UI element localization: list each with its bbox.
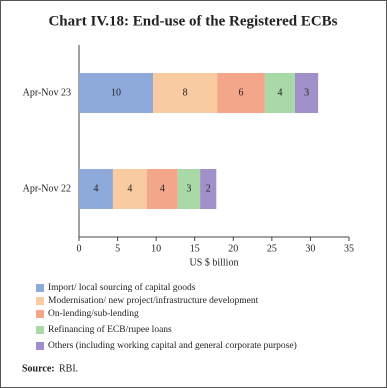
value-label: 8 [183, 87, 188, 98]
value-label: 4 [127, 183, 132, 194]
x-tick-label: 35 [344, 243, 354, 254]
bar-segment [264, 73, 295, 113]
value-label: 10 [111, 87, 121, 98]
bar-segment [295, 73, 319, 113]
bar-segment [112, 169, 147, 209]
value-label: 6 [239, 87, 244, 98]
legend-swatch [36, 342, 44, 350]
x-tick-label: 15 [190, 243, 200, 254]
value-label: 2 [206, 183, 211, 194]
y-tick-label: Apr-Nov 23 [23, 87, 71, 98]
bar-segment [146, 169, 178, 209]
legend-swatch [36, 310, 44, 318]
x-tick-label: 20 [228, 243, 238, 254]
bar-segment [200, 169, 217, 209]
legend-label: Others (including working capital and ge… [48, 340, 297, 351]
legend-swatch [36, 326, 44, 334]
legend-swatch [36, 284, 44, 292]
bar-segment [153, 73, 218, 113]
x-axis-label: US $ billion [190, 257, 239, 268]
value-label: 4 [277, 87, 282, 98]
legend-label: On-lending/sub-lending [48, 309, 139, 319]
x-tick-label: 30 [305, 243, 315, 254]
bar-segment [177, 169, 201, 209]
source: RBI. [59, 363, 78, 374]
bar-segment [79, 73, 154, 113]
source-label: Source: [22, 363, 55, 374]
bar-segment [79, 169, 113, 209]
legend-swatch [36, 297, 44, 305]
y-tick-label: Apr-Nov 22 [23, 183, 71, 194]
chart-title: Chart IV.18: End-use of the Registered E… [48, 13, 337, 29]
legend-label: Modernisation/ new project/infrastructur… [48, 295, 259, 306]
x-tick-label: 10 [151, 243, 161, 254]
value-label: 3 [304, 87, 309, 98]
legend-label: Refinancing of ECB/rupee loans [48, 324, 172, 335]
value-label: 3 [186, 183, 191, 194]
value-label: 4 [160, 183, 165, 194]
value-label: 4 [93, 183, 98, 194]
bar-segment [217, 73, 265, 113]
x-tick-label: 0 [77, 243, 82, 254]
x-tick-label: 25 [267, 243, 277, 254]
x-tick-label: 5 [115, 243, 120, 254]
legend-label: Import/ local sourcing of capital goods [48, 282, 196, 293]
